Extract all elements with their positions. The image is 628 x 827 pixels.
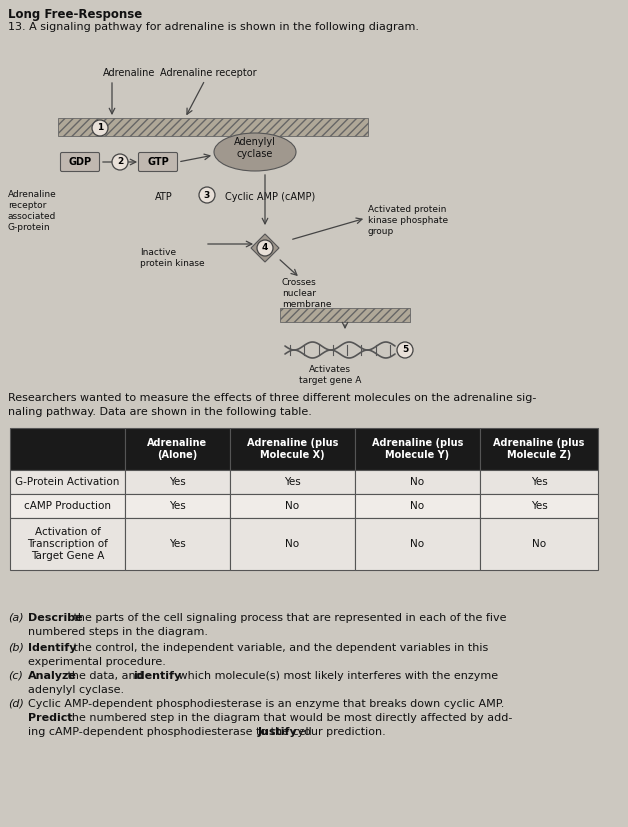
Bar [58,118,368,136]
Text: Yes: Yes [531,477,548,487]
Text: cAMP Production: cAMP Production [24,501,111,511]
Text: No: No [286,539,300,549]
Bar [355,470,480,494]
Text: ATP: ATP [155,192,173,202]
Text: Justify: Justify [258,727,298,737]
Text: (c): (c) [8,671,23,681]
Bar [230,470,355,494]
Text: GTP: GTP [147,157,169,167]
Text: naling pathway. Data are shown in the following table.: naling pathway. Data are shown in the fo… [8,407,312,417]
Bar [355,518,480,570]
Text: (b): (b) [8,643,24,653]
Text: Adrenaline receptor: Adrenaline receptor [160,68,257,78]
Text: adenylyl cyclase.: adenylyl cyclase. [28,685,124,695]
Text: (d): (d) [8,699,24,709]
Text: the data, and: the data, and [65,671,147,681]
Bar [10,428,125,470]
Circle shape [199,187,215,203]
Text: Adrenaline (plus
Molecule X): Adrenaline (plus Molecule X) [247,437,338,460]
Text: Researchers wanted to measure the effects of three different molecules on the ad: Researchers wanted to measure the effect… [8,393,536,403]
Text: G-Protein Activation: G-Protein Activation [15,477,120,487]
Text: which molecule(s) most likely interferes with the enzyme: which molecule(s) most likely interferes… [175,671,498,681]
Text: the numbered step in the diagram that would be most directly affected by add-: the numbered step in the diagram that wo… [65,713,513,723]
FancyBboxPatch shape [139,152,178,171]
Bar [280,308,410,322]
Circle shape [112,154,128,170]
Circle shape [92,120,108,136]
Text: GDP: GDP [68,157,92,167]
Text: No: No [286,501,300,511]
Text: ing cAMP-dependent phosphodiesterase to the cell.: ing cAMP-dependent phosphodiesterase to … [28,727,319,737]
Text: identify: identify [133,671,181,681]
Text: numbered steps in the diagram.: numbered steps in the diagram. [28,627,208,637]
Text: (a): (a) [8,613,24,623]
Text: Yes: Yes [169,501,186,511]
Bar [10,518,125,570]
Text: Adrenaline (plus
Molecule Y): Adrenaline (plus Molecule Y) [372,437,463,460]
Text: Long Free-Response: Long Free-Response [8,8,143,21]
Text: the parts of the cell signaling process that are represented in each of the five: the parts of the cell signaling process … [70,613,506,623]
Text: 13. A signaling pathway for adrenaline is shown in the following diagram.: 13. A signaling pathway for adrenaline i… [8,22,419,32]
Bar [10,494,125,518]
Text: No: No [411,501,425,511]
Bar [230,494,355,518]
Bar [230,518,355,570]
Text: Activation of
Transcription of
Target Gene A: Activation of Transcription of Target Ge… [27,527,108,562]
Bar [230,428,355,470]
Text: Cyclic AMP-dependent phosphodiesterase is an enzyme that breaks down cyclic AMP.: Cyclic AMP-dependent phosphodiesterase i… [28,699,504,709]
Text: Adrenaline
(Alone): Adrenaline (Alone) [148,437,208,460]
Text: Adenylyl
cyclase: Adenylyl cyclase [234,136,276,160]
Text: Yes: Yes [169,539,186,549]
Text: your prediction.: your prediction. [295,727,386,737]
Bar [125,428,230,470]
Circle shape [397,342,413,358]
Text: Adrenaline (plus
Molecule Z): Adrenaline (plus Molecule Z) [494,437,585,460]
Bar [10,470,125,494]
Text: Predict: Predict [28,713,73,723]
Text: 2: 2 [117,157,123,166]
Text: Adrenaline
receptor
associated
G-protein: Adrenaline receptor associated G-protein [8,190,57,232]
Bar [480,494,598,518]
Text: Describe: Describe [28,613,83,623]
Text: Yes: Yes [531,501,548,511]
Polygon shape [251,234,279,262]
Text: Analyze: Analyze [28,671,77,681]
Text: 1: 1 [97,123,103,132]
Text: Activates
target gene A: Activates target gene A [299,365,361,385]
Text: Adrenaline: Adrenaline [103,68,155,78]
Text: No: No [411,477,425,487]
Text: the control, the independent variable, and the dependent variables in this: the control, the independent variable, a… [70,643,488,653]
FancyBboxPatch shape [60,152,99,171]
Bar [480,428,598,470]
Text: 5: 5 [402,346,408,355]
Bar [125,494,230,518]
Bar [480,518,598,570]
Text: Inactive
protein kinase: Inactive protein kinase [140,248,205,268]
Bar [355,428,480,470]
Text: Yes: Yes [284,477,301,487]
Circle shape [257,240,273,256]
Text: No: No [532,539,546,549]
Text: experimental procedure.: experimental procedure. [28,657,166,667]
Bar [355,494,480,518]
Text: Activated protein
kinase phosphate
group: Activated protein kinase phosphate group [368,205,448,237]
Text: 4: 4 [262,243,268,252]
Bar [125,470,230,494]
Bar [125,518,230,570]
Text: Crosses
nuclear
membrane: Crosses nuclear membrane [282,278,332,309]
Text: 3: 3 [204,190,210,199]
Text: Yes: Yes [169,477,186,487]
Text: Identify: Identify [28,643,77,653]
Bar [480,470,598,494]
Text: No: No [411,539,425,549]
Ellipse shape [214,133,296,171]
Text: Cyclic AMP (cAMP): Cyclic AMP (cAMP) [225,192,315,202]
